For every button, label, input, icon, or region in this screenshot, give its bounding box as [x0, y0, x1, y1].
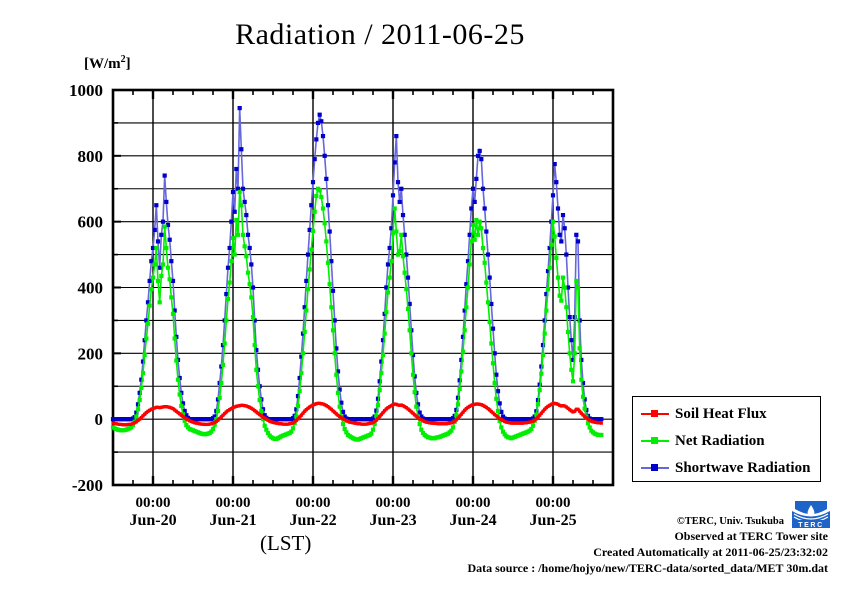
- legend-label-net-radiation: Net Radiation: [675, 432, 765, 449]
- chart-legend: Soil Heat Flux Net Radiation Shortwave R…: [632, 396, 821, 482]
- footer-observed-at: Observed at TERC Tower site: [674, 529, 828, 543]
- y-tick-label: 0: [95, 410, 104, 429]
- legend-label-shortwave-radiation: Shortwave Radiation: [675, 459, 811, 476]
- x-tick-date-label: Jun-23: [369, 512, 416, 529]
- legend-label-soil-heat-flux: Soil Heat Flux: [675, 405, 767, 422]
- x-tick-time-label: 00:00: [376, 495, 411, 511]
- y-tick-label: 400: [78, 279, 104, 298]
- chart-title: Radiation / 2011-06-25: [235, 18, 525, 51]
- y-tick-label: -200: [72, 476, 103, 495]
- x-tick-date-label: Jun-22: [289, 512, 336, 529]
- legend-swatch-soil-heat-flux: [641, 408, 669, 420]
- x-tick-date-label: Jun-20: [129, 512, 176, 529]
- x-tick-time-label: 00:00: [216, 495, 251, 511]
- y-tick-label: 200: [78, 344, 104, 363]
- svg-text:TERC: TERC: [798, 522, 823, 529]
- y-tick-label: 800: [78, 147, 104, 166]
- legend-item-shortwave-radiation[interactable]: Shortwave Radiation: [641, 454, 810, 482]
- legend-item-net-radiation[interactable]: Net Radiation: [641, 427, 765, 455]
- x-tick-time-label: 00:00: [456, 495, 491, 511]
- series-soil-heat-flux: [111, 401, 603, 427]
- x-tick-time-label: 00:00: [136, 495, 171, 511]
- y-tick-label: 600: [78, 213, 104, 232]
- footer-data-source: Data source : /home/hojyo/new/TERC-data/…: [467, 561, 828, 575]
- x-tick-date-label: Jun-25: [529, 512, 576, 529]
- footer-copyright: ©TERC, Univ. Tsukuba: [676, 516, 784, 527]
- y-axis-unit-label: [W/m2]: [84, 54, 131, 72]
- legend-swatch-shortwave-radiation: [641, 462, 669, 474]
- terc-logo: TERC: [792, 500, 830, 529]
- y-tick-label: 1000: [69, 81, 103, 100]
- x-tick-time-label: 00:00: [536, 495, 571, 511]
- legend-swatch-net-radiation: [641, 435, 669, 447]
- x-tick-date-label: Jun-24: [449, 512, 496, 529]
- x-tick-date-label: Jun-21: [209, 512, 256, 529]
- x-tick-time-label: 00:00: [296, 495, 331, 511]
- series-shortwave-radiation: [110, 106, 604, 422]
- x-axis-caption: (LST): [260, 531, 312, 555]
- footer-created-at: Created Automatically at 2011-06-25/23:3…: [593, 545, 828, 559]
- legend-item-soil-heat-flux[interactable]: Soil Heat Flux: [641, 400, 767, 428]
